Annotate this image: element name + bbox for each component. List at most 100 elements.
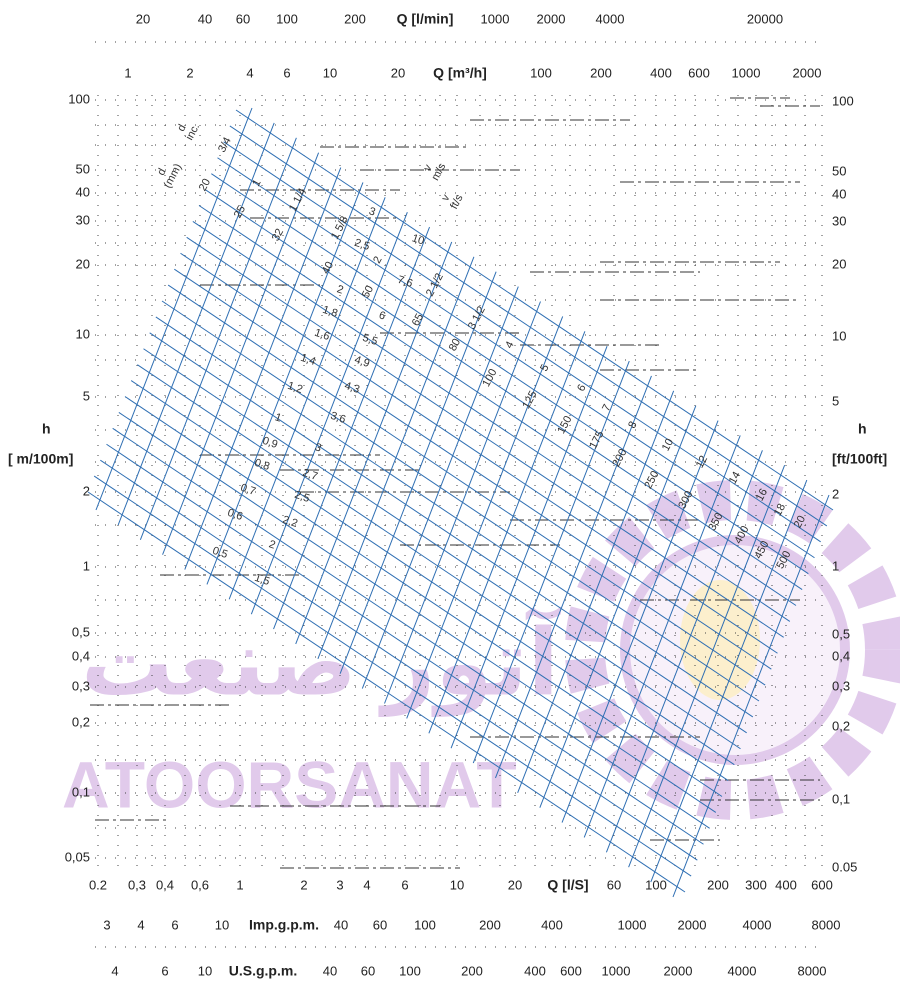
grid-label: 2 bbox=[267, 538, 277, 551]
scale-title: Q [l/min] bbox=[397, 11, 454, 27]
scale-label: 1000 bbox=[481, 11, 510, 26]
scale-label: 20 bbox=[136, 11, 150, 26]
diameter-line bbox=[149, 332, 747, 734]
scale-label: 200 bbox=[707, 877, 729, 892]
diameter-line bbox=[137, 364, 735, 766]
scale-label: 2 bbox=[300, 877, 307, 892]
velocity-line bbox=[672, 494, 830, 898]
diameter-line bbox=[167, 284, 766, 686]
grid-label: 125 bbox=[520, 389, 539, 411]
h-label: 10 bbox=[76, 326, 90, 341]
scale-label: 400 bbox=[524, 963, 546, 978]
diameter-line bbox=[186, 236, 784, 638]
scale-label: 300 bbox=[745, 877, 767, 892]
grid-label: 0,7 bbox=[239, 482, 257, 498]
scale-label: 60 bbox=[236, 11, 250, 26]
diameter-line bbox=[87, 491, 686, 893]
grid-label: 300 bbox=[676, 489, 695, 511]
diameter-line bbox=[198, 205, 797, 606]
diameter-line bbox=[180, 252, 778, 654]
h-label: 0,05 bbox=[65, 849, 90, 864]
scale-label: 20 bbox=[391, 65, 405, 80]
h-label: 20 bbox=[76, 256, 90, 271]
scale-label: 4000 bbox=[596, 11, 625, 26]
velocity-line bbox=[273, 226, 431, 630]
h-label: 100 bbox=[68, 91, 90, 106]
flame bbox=[680, 580, 760, 700]
diameter-line bbox=[161, 300, 760, 702]
diameter-line bbox=[112, 427, 710, 829]
scale-label: 400 bbox=[775, 877, 797, 892]
diameter-line bbox=[204, 189, 803, 590]
grid-label: 12 bbox=[694, 454, 710, 470]
grid-label: 1,6 bbox=[313, 327, 331, 343]
scale-label: 100 bbox=[645, 877, 667, 892]
grid-label: 16 bbox=[754, 487, 770, 503]
grid-label: 20 bbox=[792, 514, 808, 530]
grid-label: 50 bbox=[360, 284, 376, 300]
grid-heading: inc. bbox=[184, 122, 203, 143]
scale-label: 8000 bbox=[798, 963, 827, 978]
grid-label: 0,9 bbox=[261, 435, 279, 451]
grid-label: 2 bbox=[335, 283, 345, 296]
scale-label: 600 bbox=[688, 65, 710, 80]
grid-label: 7,6 bbox=[396, 274, 414, 290]
diameter-line bbox=[217, 157, 815, 559]
scale-label: 400 bbox=[541, 917, 563, 932]
grid-label: 1,8 bbox=[321, 304, 339, 320]
grid-label: 1,2 bbox=[286, 380, 304, 396]
h-label: 40 bbox=[76, 184, 90, 199]
grid-label: 32 bbox=[270, 227, 286, 243]
h-label: 0,3 bbox=[832, 678, 850, 693]
h-label: 2 bbox=[832, 486, 839, 501]
grid-label: 2,5 bbox=[293, 489, 311, 505]
velocity-line bbox=[517, 390, 675, 793]
scale-label: 4000 bbox=[743, 917, 772, 932]
scale-label: 400 bbox=[650, 65, 672, 80]
velocity-line bbox=[428, 331, 586, 734]
scale-label: 2000 bbox=[793, 65, 822, 80]
grid-label: 2,2 bbox=[281, 514, 299, 530]
grid-label: 2,7 bbox=[301, 467, 319, 483]
scale-label: 4000 bbox=[728, 963, 757, 978]
grid-heading: d bbox=[175, 122, 188, 133]
diameter-line bbox=[130, 380, 729, 781]
grid-label: 175 bbox=[587, 429, 606, 451]
velocity-line bbox=[250, 212, 408, 615]
h-label: 0,5 bbox=[72, 624, 90, 639]
watermark-latin: ATOORSANAT bbox=[62, 747, 517, 821]
scale-label: 0,4 bbox=[156, 877, 174, 892]
scale-label: 60 bbox=[361, 963, 375, 978]
grid-label: 3 1/2 bbox=[466, 304, 488, 331]
scale-label: 10 bbox=[215, 917, 229, 932]
scale-label: 3 bbox=[103, 917, 110, 932]
h-label: 30 bbox=[76, 212, 90, 227]
scale-label: 60 bbox=[373, 917, 387, 932]
velocity-line bbox=[583, 435, 741, 838]
scale-label: 600 bbox=[560, 963, 582, 978]
grid-label: 150 bbox=[555, 414, 574, 436]
velocity-line bbox=[361, 286, 519, 689]
watermark-persian: آتور صنعت bbox=[81, 606, 562, 717]
grid-heading: ft/s bbox=[448, 192, 466, 211]
scale-label: 100 bbox=[399, 963, 421, 978]
scale-label: 600 bbox=[811, 877, 833, 892]
scale-label: 1 bbox=[124, 65, 131, 80]
grid-label: 5 bbox=[538, 362, 551, 373]
velocity-line bbox=[95, 107, 253, 511]
scale-label: 100 bbox=[530, 65, 552, 80]
grid-label: 4 bbox=[503, 339, 516, 350]
grid-heading: v bbox=[421, 162, 434, 173]
scale-label: 10 bbox=[198, 963, 212, 978]
h-label: 20 bbox=[832, 256, 846, 271]
diameter-line bbox=[235, 109, 834, 511]
diameter-line bbox=[155, 316, 754, 718]
velocity-line bbox=[339, 271, 497, 674]
grid-label: 40 bbox=[320, 260, 336, 276]
grid-label: 80 bbox=[447, 337, 463, 353]
h-label: 0,5 bbox=[832, 626, 850, 641]
scale-label: 40 bbox=[323, 963, 337, 978]
diagonal-grid bbox=[87, 107, 834, 898]
